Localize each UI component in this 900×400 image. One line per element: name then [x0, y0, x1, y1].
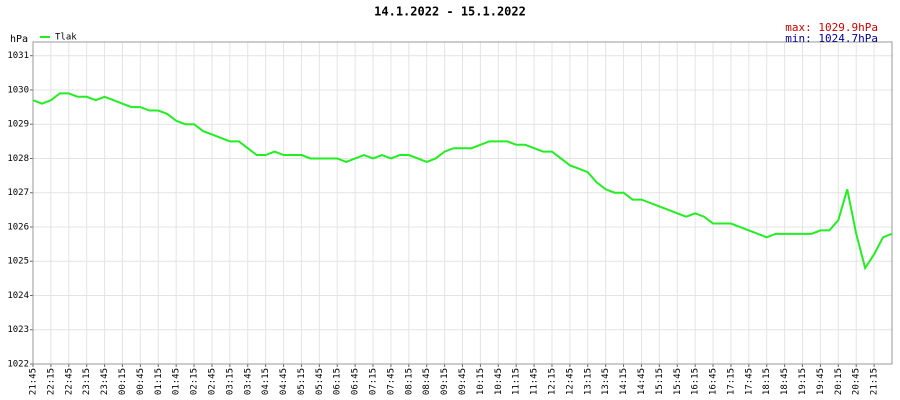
y-tick-label: 1022: [7, 360, 29, 370]
x-tick-label: 20:45: [852, 368, 862, 395]
x-tick-label: 23:45: [100, 368, 110, 395]
x-tick-label: 03:15: [225, 368, 235, 395]
x-tick-label: 14:15: [619, 368, 629, 395]
x-tick-label: 13:45: [601, 368, 611, 395]
x-tick-label: 15:15: [655, 368, 665, 395]
x-tick-label: 22:45: [64, 368, 74, 395]
x-tick-label: 09:45: [458, 368, 468, 395]
line-series: [32, 92, 893, 271]
x-tick-label: 09:15: [440, 368, 450, 395]
x-tick-label: 23:15: [82, 368, 92, 395]
x-tick-label: 00:15: [118, 368, 128, 395]
x-tick-label: 16:15: [691, 368, 701, 395]
x-tick-label: 04:15: [261, 368, 271, 395]
x-tick-label: 06:15: [333, 368, 343, 395]
x-tick-label: 01:45: [172, 368, 182, 395]
plot-border: [32, 41, 893, 365]
x-tick-label: 21:45: [29, 368, 39, 395]
x-tick-label: 13:15: [583, 368, 593, 395]
x-tick-label: 15:45: [673, 368, 683, 395]
x-tick-label: 14:45: [637, 368, 647, 395]
y-tick-label: 1027: [7, 188, 29, 198]
x-tick-label: 07:15: [369, 368, 379, 395]
x-tick-label: 17:45: [744, 368, 754, 395]
annotation: max: 1029.9hPa: [785, 21, 878, 34]
x-tick-label: 00:45: [136, 368, 146, 395]
x-tick-label: 12:45: [565, 368, 575, 395]
x-tick-label: 18:45: [780, 368, 790, 395]
x-tick-label: 10:45: [494, 368, 504, 395]
x-tick-label: 05:15: [297, 368, 307, 395]
x-tick-label: 20:15: [834, 368, 844, 395]
x-tick-label: 11:15: [512, 368, 522, 395]
y-tick-label: 1026: [7, 222, 29, 232]
y-axis-label: hPa: [10, 34, 28, 45]
x-tick-label: 21:15: [870, 368, 880, 395]
x-tick-label: 18:15: [762, 368, 772, 395]
x-tick-label: 02:45: [207, 368, 217, 395]
x-tick-label: 19:45: [816, 368, 826, 395]
x-tick-label: 22:15: [46, 368, 56, 395]
x-tick-label: 06:45: [351, 368, 361, 395]
annotation: min: 1024.7hPa: [785, 32, 878, 45]
chart-title: 14.1.2022 - 15.1.2022: [374, 5, 526, 19]
x-tick-label: 08:45: [422, 368, 432, 395]
x-tick-label: 08:15: [404, 368, 414, 395]
x-tick-label: 12:15: [547, 368, 557, 395]
x-tick-label: 07:45: [386, 368, 396, 395]
x-tick-label: 10:15: [476, 368, 486, 395]
x-tick-label: 05:45: [315, 368, 325, 395]
y-tick-label: 1031: [7, 51, 29, 61]
x-tick-label: 03:45: [243, 368, 253, 395]
y-tick-label: 1030: [7, 85, 29, 95]
y-tick-label: 1024: [7, 291, 29, 301]
y-tick-label: 1028: [7, 154, 29, 164]
x-tick-label: 11:45: [530, 368, 540, 395]
x-tick-label: 02:15: [190, 368, 200, 395]
x-tick-label: 19:15: [798, 368, 808, 395]
y-tick-label: 1023: [7, 325, 29, 335]
y-tick-label: 1029: [7, 120, 29, 130]
y-tick-label: 1025: [7, 257, 29, 267]
x-tick-label: 04:45: [279, 368, 289, 395]
legend-label: Tlak: [55, 33, 77, 43]
x-tick-label: 16:45: [709, 368, 719, 395]
x-tick-label: 01:15: [154, 368, 164, 395]
x-tick-label: 17:15: [726, 368, 736, 395]
